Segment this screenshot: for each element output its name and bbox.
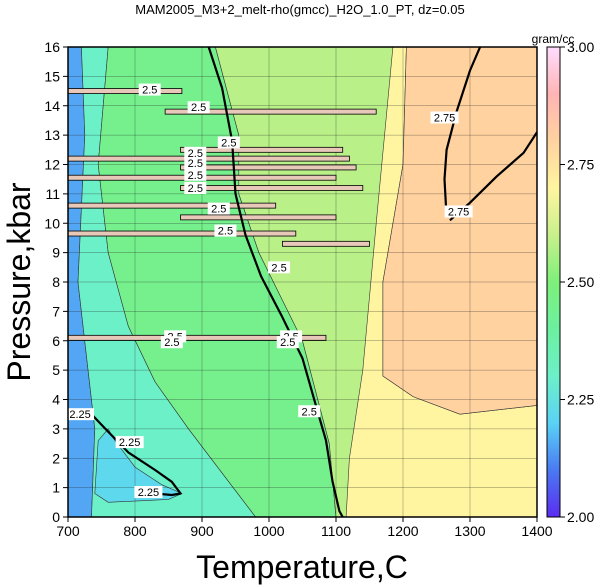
artifact-band	[68, 334, 327, 341]
contour-label: 2.5	[191, 102, 206, 114]
y-tick-label: 12	[44, 157, 60, 173]
contour-label-box	[184, 182, 207, 194]
colorbar-unit: gram/cc	[532, 32, 575, 46]
contour-label: 2.5	[188, 148, 203, 160]
contour-label-box	[184, 157, 207, 170]
contour-labels: 2.52.52.52.52.52.52.52.52.52.52.5 2.52.52…	[66, 83, 473, 499]
y-tick-label: 15	[44, 68, 60, 84]
colorbar-tick-label: 2.75	[567, 157, 594, 173]
x-tick-label: 1000	[253, 523, 284, 539]
colorbar-tick-label: 2.25	[567, 392, 594, 408]
contour-label: 2.75	[434, 113, 455, 125]
contour-label: 2.25	[138, 487, 159, 499]
artifact-band	[180, 214, 337, 221]
x-axis: 700 800 900 1000 1100 1200 1300 1400	[56, 517, 553, 539]
contour-label: 2.5	[271, 262, 286, 274]
contour-2.25	[90, 413, 182, 497]
y-tick-label: 3	[52, 421, 60, 437]
colorbar-tick-label: 3.00	[567, 39, 594, 55]
artifact-band	[164, 108, 377, 115]
contour-label: 2.5	[164, 337, 179, 349]
artifact-band	[180, 146, 344, 153]
contour-label-box	[134, 486, 163, 499]
contour-2.75	[443, 47, 482, 218]
colorbar: gram/cc 2.00 2.25 2.50 2.75 3.00	[532, 32, 595, 525]
contour-label-box	[184, 168, 207, 181]
contour-label-box	[444, 205, 473, 218]
artifact-band	[281, 240, 370, 247]
contour-label-box	[217, 136, 240, 149]
x-tick-label: 1400	[521, 523, 552, 539]
y-tick-label: 6	[52, 333, 60, 349]
contour-label-box	[430, 111, 459, 124]
artifact-band	[180, 185, 364, 191]
contour-label-box	[115, 436, 144, 449]
contour-label-box	[160, 336, 183, 349]
contour-label-box	[276, 336, 299, 349]
artifact-band	[180, 164, 357, 171]
contour-label: 2.5	[188, 183, 203, 195]
colorbar-tick-label: 2.00	[567, 509, 594, 525]
contour-label-box	[298, 405, 321, 418]
contour-label: 2.5	[280, 337, 295, 349]
y-tick-label: 16	[44, 39, 60, 55]
contour-label-box	[207, 202, 230, 215]
y-tick-label: 4	[52, 392, 60, 408]
y-tick-label: 5	[52, 362, 60, 378]
contour-label-box	[66, 408, 95, 421]
contour-label: 2.75	[448, 207, 469, 219]
contour-label-box	[184, 146, 207, 159]
artifact-band	[68, 88, 183, 94]
artifact-bands	[68, 88, 377, 341]
y-tick-label: 13	[44, 127, 60, 143]
contour-label-box	[138, 83, 161, 96]
y-tick-label: 7	[52, 303, 60, 319]
artifact-band	[68, 230, 297, 237]
artifact-band	[68, 202, 277, 209]
x-axis-label: Temperature,C	[196, 549, 408, 585]
colorbar-fill	[547, 47, 560, 517]
x-tick-label: 1100	[321, 523, 351, 539]
x-tick-label: 800	[123, 523, 147, 539]
x-tick-label: 1300	[454, 523, 485, 539]
contour-label-box	[268, 261, 291, 274]
contour-label: 2.25	[69, 409, 90, 421]
y-tick-label: 2	[52, 450, 60, 466]
contour-label-box	[187, 101, 210, 114]
y-tick-label: 14	[44, 98, 60, 114]
y-tick-label: 1	[52, 480, 60, 496]
x-tick-label: 700	[56, 523, 80, 539]
contour-label: 2.25	[119, 437, 140, 449]
y-tick-label: 10	[44, 215, 60, 231]
y-tick-label: 0	[52, 509, 60, 525]
colorbar-tick-label: 2.50	[567, 274, 594, 290]
artifact-band	[68, 155, 350, 162]
chart-title: MAM2005_M3+2_melt-rho(gmcc)_H2O_1.0_PT, …	[135, 2, 465, 17]
contour-label: 2.5	[218, 226, 233, 238]
contour-label: 2.5	[188, 158, 203, 170]
contour-label: 2.5	[211, 204, 226, 216]
y-tick-label: 9	[52, 245, 60, 261]
x-tick-label: 1200	[387, 523, 418, 539]
contour-label-box	[214, 224, 237, 237]
y-tick-label: 8	[52, 274, 60, 290]
y-tick-label: 11	[45, 186, 60, 202]
y-axis-label: Pressure,kbar	[1, 182, 37, 382]
x-tick-label: 900	[190, 523, 214, 539]
contour-label: 2.5	[142, 85, 157, 97]
contour-label: 2.5	[188, 170, 203, 182]
contour-label: 2.5	[302, 406, 317, 418]
contour-label: 2.5	[221, 137, 236, 149]
